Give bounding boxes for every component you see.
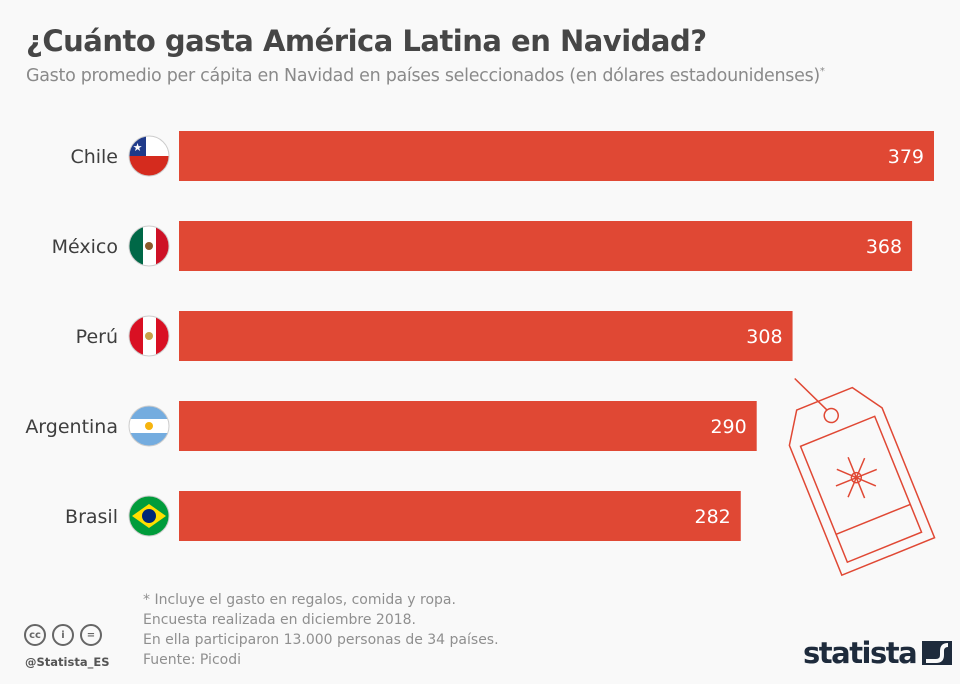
logo-text: statista <box>803 636 918 670</box>
creative-commons-icons: cc i = <box>24 624 102 646</box>
flag-chile-icon: ★ <box>129 136 169 176</box>
footnote: En ella participaron 13.000 personas de … <box>143 632 499 648</box>
flag-brazil-icon <box>129 496 169 536</box>
statista-logo-icon <box>922 641 953 665</box>
category-label: Brasil <box>65 506 118 528</box>
footnote: Encuesta realizada en diciembre 2018. <box>143 612 417 628</box>
category-label: Chile <box>70 146 118 168</box>
attribution-icon: i <box>52 624 74 646</box>
data-label: 290 <box>710 416 746 438</box>
category-label: Argentina <box>25 416 118 438</box>
flag-mexico-icon <box>129 226 169 266</box>
price-tag-illustration <box>788 377 936 577</box>
bar-chile <box>179 131 934 181</box>
data-label: 368 <box>866 236 902 258</box>
source: Fuente: Picodi <box>143 652 241 668</box>
data-label: 379 <box>888 146 924 168</box>
data-label: 308 <box>746 326 782 348</box>
flag-argentina-icon <box>129 406 169 446</box>
statista-logo[interactable]: statista <box>803 636 953 670</box>
footnotes: * Incluye el gasto en regalos, comida y … <box>143 590 499 650</box>
snowflake-icon <box>835 456 878 499</box>
flag-peru-icon <box>129 316 169 356</box>
bar-méxico <box>179 221 913 271</box>
social-handle: @Statista_ES <box>25 655 110 669</box>
subtitle-text: Gasto promedio per cápita en Navidad en … <box>26 66 820 86</box>
category-label: México <box>52 236 118 258</box>
subtitle-footnote-mark: * <box>819 66 825 78</box>
footnote: * Incluye el gasto en regalos, comida y … <box>143 592 456 608</box>
chart-title: ¿Cuánto gasta América Latina en Navidad? <box>26 24 707 58</box>
bar-argentina <box>179 401 757 451</box>
category-label: Perú <box>76 326 118 348</box>
no-derivatives-icon: = <box>80 624 102 646</box>
chart-subtitle: Gasto promedio per cápita en Navidad en … <box>26 66 825 86</box>
svg-text:★: ★ <box>133 141 143 154</box>
bar-perú <box>179 311 793 361</box>
cc-icon: cc <box>24 624 46 646</box>
data-label: 282 <box>695 506 731 528</box>
bar-brasil <box>179 491 741 541</box>
